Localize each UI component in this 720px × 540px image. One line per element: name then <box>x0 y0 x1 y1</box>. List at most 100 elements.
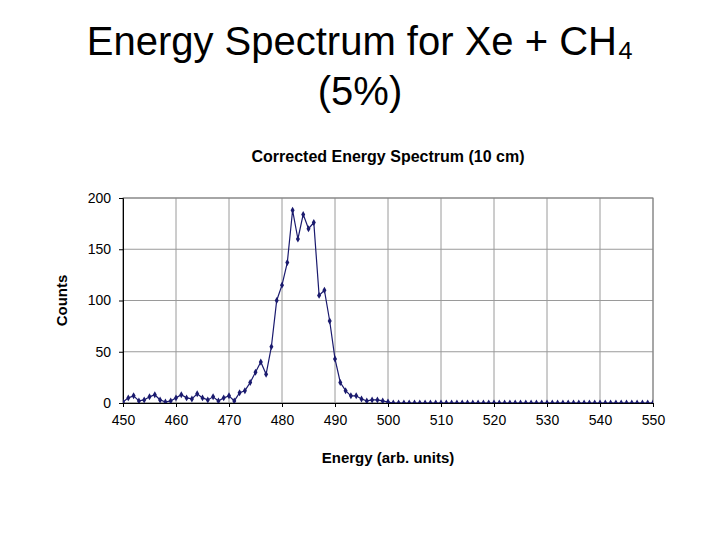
data-point <box>211 393 215 400</box>
x-tick: 480 <box>271 403 295 428</box>
data-point <box>534 400 538 403</box>
data-point <box>640 400 644 403</box>
x-tick: 450 <box>112 403 136 428</box>
x-tick: 550 <box>642 403 666 428</box>
data-point <box>497 400 501 403</box>
data-point <box>253 369 257 376</box>
x-tick-mark <box>282 403 283 407</box>
x-tick: 530 <box>536 403 560 428</box>
x-tick: 510 <box>430 403 454 428</box>
title-line: (5%) <box>318 69 402 113</box>
data-point <box>333 355 337 362</box>
x-tick-mark <box>335 403 336 407</box>
y-axis: 050100150200 <box>88 190 124 411</box>
data-point <box>248 379 252 386</box>
data-point <box>513 400 517 403</box>
data-point <box>123 398 125 403</box>
data-point <box>439 400 443 403</box>
data-point <box>163 398 167 403</box>
x-tick-mark <box>547 403 548 407</box>
data-point <box>195 390 199 397</box>
data-point <box>428 400 432 403</box>
data-point <box>381 397 385 403</box>
data-point <box>269 343 273 350</box>
y-tick-mark <box>119 301 123 302</box>
y-tick-label: 100 <box>88 292 112 308</box>
data-point <box>137 397 141 403</box>
data-point <box>142 396 146 403</box>
grid-line <box>123 351 653 352</box>
data-point <box>545 400 549 403</box>
y-tick-label: 200 <box>88 190 112 206</box>
x-tick: 520 <box>483 403 507 428</box>
data-point <box>481 400 485 403</box>
y-tick-mark <box>119 249 123 250</box>
data-point <box>471 400 475 403</box>
data-point <box>328 318 332 325</box>
data-point <box>412 400 416 403</box>
data-point <box>386 398 390 403</box>
x-tick-label: 530 <box>536 412 560 428</box>
data-point <box>275 297 279 304</box>
data-point <box>503 400 507 403</box>
data-point <box>132 392 136 399</box>
x-axis-title: Energy (arb. units) <box>322 449 455 466</box>
data-point <box>540 400 544 403</box>
series-line <box>123 210 653 403</box>
x-axis-line <box>124 404 654 408</box>
data-point <box>238 389 242 396</box>
data-point <box>508 400 512 403</box>
x-tick: 490 <box>324 403 348 428</box>
plot-frame <box>123 198 653 403</box>
y-tick: 50 <box>95 344 123 360</box>
x-tick-label: 490 <box>324 412 348 428</box>
data-point <box>391 400 395 403</box>
data-point <box>185 394 189 401</box>
data-point <box>306 225 310 232</box>
data-point <box>651 400 653 403</box>
x-tick-label: 540 <box>589 412 613 428</box>
x-tick-mark <box>176 403 177 407</box>
y-tick-mark <box>119 198 123 199</box>
x-tick-label: 460 <box>165 412 189 428</box>
data-point <box>285 259 289 266</box>
x-tick-label: 550 <box>642 412 666 428</box>
data-point <box>354 392 358 399</box>
data-point <box>598 400 602 403</box>
data-point <box>190 395 194 402</box>
data-point <box>126 394 130 401</box>
data-point <box>344 387 348 394</box>
grid <box>123 198 653 403</box>
data-point <box>571 400 575 403</box>
y-tick-label: 150 <box>88 241 112 257</box>
data-point <box>587 400 591 403</box>
data-point <box>529 400 533 403</box>
data-point <box>646 400 650 403</box>
data-point <box>635 400 639 403</box>
data-point <box>349 392 353 399</box>
data-point <box>259 359 263 366</box>
y-axis-line <box>119 199 124 404</box>
data-point <box>603 400 607 403</box>
x-tick-mark <box>494 403 495 407</box>
data-point <box>232 397 236 403</box>
data-point <box>614 400 618 403</box>
data-point <box>227 392 231 399</box>
x-tick-label: 480 <box>271 412 295 428</box>
data-point <box>582 400 586 403</box>
data-point <box>147 393 151 400</box>
data-point <box>301 211 305 218</box>
data-point <box>566 400 570 403</box>
data-point <box>593 400 597 403</box>
y-tick-label: 50 <box>95 344 111 360</box>
data-point <box>200 394 204 401</box>
data-point <box>312 219 316 226</box>
x-tick-label: 500 <box>377 412 401 428</box>
y-tick-mark <box>119 403 123 404</box>
x-tick: 470 <box>218 403 242 428</box>
grid-line <box>123 300 653 301</box>
data-point <box>561 400 565 403</box>
data-point <box>460 400 464 403</box>
data-point <box>434 400 438 403</box>
data-point <box>317 292 321 299</box>
